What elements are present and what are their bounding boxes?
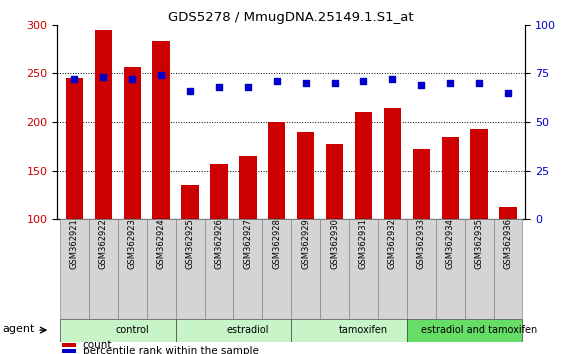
Text: percentile rank within the sample: percentile rank within the sample xyxy=(83,346,259,354)
Bar xyxy=(204,219,234,319)
Bar xyxy=(147,219,176,319)
Bar xyxy=(95,30,112,219)
Bar xyxy=(355,113,372,219)
Point xyxy=(272,78,282,84)
Bar xyxy=(123,67,141,219)
Point xyxy=(243,84,252,90)
Point xyxy=(417,82,426,88)
Bar xyxy=(234,219,262,319)
Point xyxy=(504,90,513,96)
Bar xyxy=(441,137,459,219)
Text: GSM362927: GSM362927 xyxy=(243,218,252,269)
Text: GSM362933: GSM362933 xyxy=(417,218,426,269)
Bar xyxy=(291,219,320,319)
Text: GSM362930: GSM362930 xyxy=(330,218,339,269)
Bar xyxy=(176,219,204,319)
Point xyxy=(359,78,368,84)
Point xyxy=(475,80,484,86)
Bar xyxy=(320,219,349,319)
Point xyxy=(128,76,137,82)
Point xyxy=(388,76,397,82)
Bar xyxy=(152,41,170,219)
Text: GSM362934: GSM362934 xyxy=(446,218,455,269)
Text: estradiol: estradiol xyxy=(227,325,269,335)
Bar xyxy=(499,207,517,219)
Point xyxy=(99,75,108,80)
Bar xyxy=(176,319,291,342)
Text: estradiol and tamoxifen: estradiol and tamoxifen xyxy=(421,325,537,335)
Bar xyxy=(349,219,378,319)
Text: GSM362929: GSM362929 xyxy=(301,218,310,269)
Bar xyxy=(62,343,76,347)
Text: GSM362924: GSM362924 xyxy=(156,218,166,269)
Text: GSM362935: GSM362935 xyxy=(475,218,484,269)
Text: GSM362921: GSM362921 xyxy=(70,218,79,269)
Title: GDS5278 / MmugDNA.25149.1.S1_at: GDS5278 / MmugDNA.25149.1.S1_at xyxy=(168,11,414,24)
Text: GSM362928: GSM362928 xyxy=(272,218,282,269)
Bar xyxy=(291,319,407,342)
Text: GSM362923: GSM362923 xyxy=(128,218,136,269)
Point xyxy=(70,76,79,82)
Bar xyxy=(268,122,286,219)
Text: GSM362936: GSM362936 xyxy=(504,218,513,269)
Bar xyxy=(471,129,488,219)
Bar xyxy=(384,108,401,219)
Bar xyxy=(60,219,89,319)
Bar xyxy=(297,132,314,219)
Bar xyxy=(60,319,176,342)
Bar xyxy=(66,78,83,219)
Bar xyxy=(378,219,407,319)
Text: agent: agent xyxy=(3,324,35,334)
Bar xyxy=(262,219,291,319)
Bar xyxy=(182,185,199,219)
Text: GSM362932: GSM362932 xyxy=(388,218,397,269)
Point xyxy=(301,80,310,86)
Bar xyxy=(407,219,436,319)
Bar xyxy=(326,143,343,219)
Bar xyxy=(413,149,430,219)
Bar xyxy=(118,219,147,319)
Text: tamoxifen: tamoxifen xyxy=(339,325,388,335)
Bar xyxy=(62,349,76,353)
Text: GSM362926: GSM362926 xyxy=(215,218,223,269)
Text: GSM362922: GSM362922 xyxy=(99,218,108,269)
Bar xyxy=(239,156,256,219)
Bar xyxy=(89,219,118,319)
Bar xyxy=(465,219,493,319)
Text: control: control xyxy=(115,325,149,335)
Bar xyxy=(210,164,228,219)
Text: GSM362931: GSM362931 xyxy=(359,218,368,269)
Bar xyxy=(436,219,465,319)
Point xyxy=(156,73,166,78)
Text: GSM362925: GSM362925 xyxy=(186,218,195,269)
Bar xyxy=(407,319,522,342)
Point xyxy=(330,80,339,86)
Text: count: count xyxy=(83,340,112,350)
Bar xyxy=(493,219,522,319)
Point xyxy=(214,84,223,90)
Point xyxy=(186,88,195,94)
Point xyxy=(445,80,455,86)
